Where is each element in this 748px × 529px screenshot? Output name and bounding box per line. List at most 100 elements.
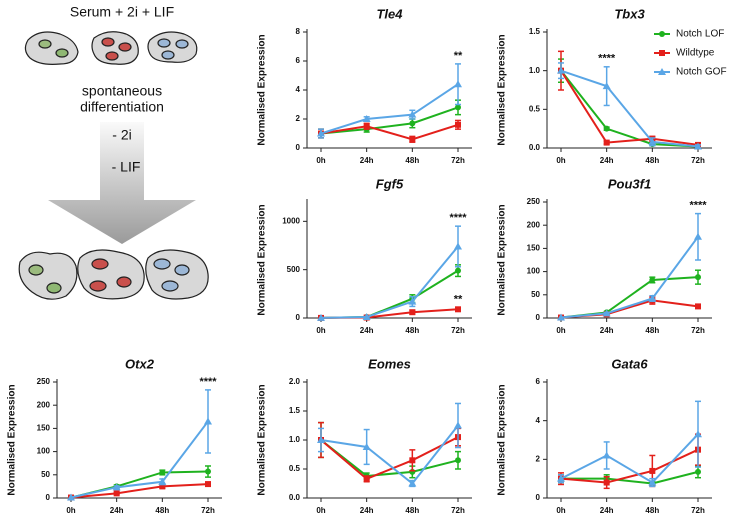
legend-label: Notch GOF (676, 67, 727, 78)
cells-top (25, 32, 196, 65)
marker (409, 309, 415, 315)
annotation: **** (199, 376, 217, 388)
annotation: ** (454, 293, 463, 305)
annotation: **** (689, 200, 707, 212)
marker (455, 104, 461, 110)
y-tick-label: 2 (296, 114, 301, 123)
y-tick-label: 1.0 (289, 435, 301, 444)
x-tick-label: 48h (405, 156, 419, 165)
marker (454, 422, 462, 429)
x-tick-label: 72h (691, 156, 705, 165)
y-tick-label: 150 (527, 244, 541, 253)
x-tick-label: 24h (110, 506, 124, 515)
y-axis-label: Normalised Expression (257, 384, 268, 495)
y-tick-label: 0 (46, 493, 51, 502)
x-tick-label: 0h (316, 326, 325, 335)
x-tick-label: 72h (451, 156, 465, 165)
y-tick-label: 250 (37, 377, 51, 386)
y-tick-label: 1.5 (529, 27, 541, 36)
y-tick-label: 0 (296, 313, 301, 322)
marker (455, 122, 461, 128)
series-line (561, 71, 698, 147)
y-axis-label: Normalised Expression (497, 34, 508, 145)
y-tick-label: 0 (296, 143, 301, 152)
marker (695, 469, 701, 475)
chart-title: Tle4 (376, 6, 403, 21)
marker (649, 468, 655, 474)
marker (455, 457, 461, 463)
x-tick-label: 0h (316, 506, 325, 515)
marker (454, 242, 462, 249)
x-tick-label: 24h (600, 326, 614, 335)
x-tick-label: 24h (360, 156, 374, 165)
legend-marker (659, 31, 665, 37)
y-tick-label: 500 (287, 265, 301, 274)
diagram-arrow-label: spontaneous (82, 83, 162, 99)
chart-title: Gata6 (611, 356, 648, 371)
y-tick-label: 250 (527, 197, 541, 206)
y-tick-label: 200 (37, 400, 51, 409)
x-tick-label: 48h (405, 326, 419, 335)
chart-title: Eomes (368, 356, 411, 371)
marker (695, 303, 701, 309)
x-tick-label: 0h (66, 506, 75, 515)
x-tick-label: 48h (645, 326, 659, 335)
marker (364, 123, 370, 129)
marker (603, 451, 611, 458)
marker (604, 140, 610, 146)
y-tick-label: 0 (536, 493, 541, 502)
y-tick-label: 2 (536, 454, 541, 463)
chart-title: Tbx3 (614, 6, 645, 21)
marker (694, 233, 702, 240)
diagram-step: - LIF (112, 159, 141, 175)
y-axis-label: Normalised Expression (7, 384, 18, 495)
marker (455, 268, 461, 274)
diagram-top-label: Serum + 2i + LIF (70, 4, 174, 20)
y-tick-label: 50 (41, 470, 50, 479)
cells-bottom (19, 250, 208, 299)
series-line (561, 71, 698, 147)
chart-title: Pou3f1 (608, 176, 651, 191)
y-tick-label: 4 (536, 416, 541, 425)
marker (205, 469, 211, 475)
x-tick-label: 24h (360, 326, 374, 335)
y-tick-label: 0.0 (529, 143, 541, 152)
x-tick-label: 72h (451, 326, 465, 335)
x-tick-label: 0h (556, 326, 565, 335)
series-line (71, 484, 208, 497)
marker (604, 126, 610, 132)
x-tick-label: 72h (691, 326, 705, 335)
y-tick-label: 2.0 (289, 377, 301, 386)
legend-label: Wildtype (676, 48, 715, 59)
x-tick-label: 72h (691, 506, 705, 515)
legend-marker (659, 50, 665, 56)
x-tick-label: 48h (645, 506, 659, 515)
x-tick-label: 0h (316, 156, 325, 165)
annotation: **** (598, 53, 616, 65)
x-tick-label: 24h (600, 506, 614, 515)
series-line (561, 71, 698, 145)
x-tick-label: 48h (405, 506, 419, 515)
y-tick-label: 100 (37, 447, 51, 456)
series-line (561, 277, 698, 317)
y-tick-label: 150 (37, 424, 51, 433)
x-tick-label: 48h (155, 506, 169, 515)
marker (649, 277, 655, 283)
diagram-step: - 2i (112, 127, 131, 143)
marker (455, 306, 461, 312)
x-tick-label: 24h (600, 156, 614, 165)
marker (159, 469, 165, 475)
y-tick-label: 6 (536, 377, 541, 386)
y-axis-label: Normalised Expression (497, 204, 508, 315)
y-tick-label: 0 (536, 313, 541, 322)
y-tick-label: 8 (296, 27, 301, 36)
y-tick-label: 6 (296, 56, 301, 65)
x-tick-label: 0h (556, 506, 565, 515)
y-tick-label: 1000 (282, 216, 300, 225)
